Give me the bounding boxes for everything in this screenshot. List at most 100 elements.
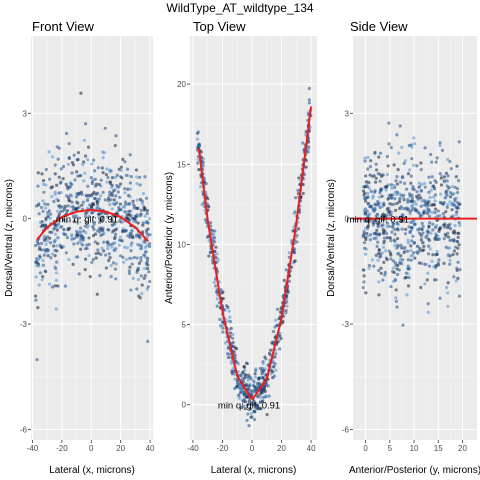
data-point bbox=[207, 254, 211, 258]
data-point bbox=[456, 276, 460, 280]
data-point bbox=[110, 176, 115, 180]
data-point bbox=[406, 172, 410, 176]
data-point bbox=[106, 247, 110, 251]
data-point bbox=[400, 227, 404, 231]
data-point bbox=[397, 151, 401, 155]
data-point bbox=[41, 263, 45, 267]
data-point bbox=[393, 261, 398, 265]
data-point bbox=[456, 235, 460, 239]
data-point bbox=[86, 223, 90, 228]
x-tick-label: 20 bbox=[458, 444, 467, 453]
data-point bbox=[105, 167, 109, 171]
data-point bbox=[381, 223, 385, 227]
data-point bbox=[108, 243, 112, 247]
data-point bbox=[429, 231, 433, 235]
y-tick-label: -6 bbox=[342, 425, 350, 434]
data-point bbox=[121, 205, 125, 209]
data-point bbox=[406, 198, 410, 202]
data-point bbox=[377, 293, 381, 297]
data-point bbox=[452, 203, 457, 207]
data-point bbox=[92, 158, 96, 162]
data-point bbox=[54, 271, 59, 275]
data-point bbox=[41, 182, 46, 186]
data-point bbox=[98, 230, 102, 234]
y-tick-label: -3 bbox=[20, 320, 28, 329]
data-point bbox=[278, 347, 282, 351]
data-point bbox=[128, 265, 132, 269]
data-point bbox=[427, 214, 432, 218]
data-point bbox=[83, 171, 87, 175]
data-point bbox=[99, 233, 103, 237]
data-point bbox=[94, 182, 99, 186]
data-point bbox=[94, 251, 98, 256]
data-point bbox=[417, 249, 422, 253]
data-point bbox=[448, 222, 452, 226]
panel-2: -40 -20 0 20 40 0 5 10 15 20 min q: gif: 0.91 Top V… bbox=[164, 19, 317, 476]
data-point bbox=[248, 375, 252, 379]
data-point bbox=[421, 231, 425, 235]
x-tick-label: 0 bbox=[363, 444, 368, 453]
data-point bbox=[72, 242, 76, 246]
data-point bbox=[423, 262, 427, 266]
point-cloud bbox=[34, 91, 152, 362]
data-point bbox=[406, 272, 410, 276]
data-point bbox=[374, 219, 379, 223]
data-point bbox=[406, 238, 410, 242]
data-point bbox=[221, 330, 225, 334]
data-point bbox=[108, 180, 112, 184]
data-point bbox=[83, 122, 88, 126]
x-tick-label: 20 bbox=[277, 444, 286, 453]
data-point bbox=[49, 256, 53, 260]
data-point bbox=[55, 183, 59, 187]
data-point bbox=[105, 180, 109, 184]
data-point bbox=[404, 227, 408, 232]
y-tick-label: 15 bbox=[177, 160, 186, 169]
data-point bbox=[106, 175, 110, 180]
data-point bbox=[446, 231, 450, 235]
data-point bbox=[133, 205, 137, 209]
data-point bbox=[255, 404, 259, 408]
data-point bbox=[376, 225, 380, 229]
data-point bbox=[120, 176, 124, 180]
data-point bbox=[109, 274, 113, 279]
data-point bbox=[76, 174, 80, 178]
data-point bbox=[275, 323, 279, 328]
data-point bbox=[50, 252, 55, 256]
data-point bbox=[428, 152, 433, 157]
data-point bbox=[66, 187, 70, 191]
data-point bbox=[243, 407, 247, 411]
data-point bbox=[264, 357, 268, 361]
data-point bbox=[119, 220, 124, 224]
data-point bbox=[439, 192, 443, 196]
data-point bbox=[54, 307, 58, 311]
data-point bbox=[42, 190, 46, 194]
data-point bbox=[97, 220, 102, 224]
data-point bbox=[109, 198, 113, 202]
data-point bbox=[106, 228, 110, 232]
data-point bbox=[87, 236, 91, 240]
data-point bbox=[100, 166, 104, 170]
data-point bbox=[84, 214, 88, 219]
data-point bbox=[386, 209, 390, 213]
data-point bbox=[297, 176, 301, 180]
data-point bbox=[135, 243, 140, 247]
data-point bbox=[108, 256, 112, 260]
data-point bbox=[377, 248, 381, 252]
data-point bbox=[385, 154, 390, 159]
data-point bbox=[391, 222, 396, 226]
data-point bbox=[450, 208, 454, 212]
data-point bbox=[144, 228, 149, 232]
data-point bbox=[403, 159, 407, 163]
data-point bbox=[46, 249, 50, 253]
data-point bbox=[395, 267, 399, 271]
data-point bbox=[145, 266, 150, 271]
data-point bbox=[395, 221, 399, 226]
data-point bbox=[400, 176, 404, 180]
data-point bbox=[127, 212, 131, 216]
y-tick-label: -3 bbox=[342, 320, 350, 329]
data-point bbox=[80, 192, 84, 196]
data-point bbox=[197, 142, 201, 146]
data-point bbox=[90, 194, 94, 198]
data-point bbox=[408, 168, 412, 172]
data-point bbox=[412, 241, 416, 245]
